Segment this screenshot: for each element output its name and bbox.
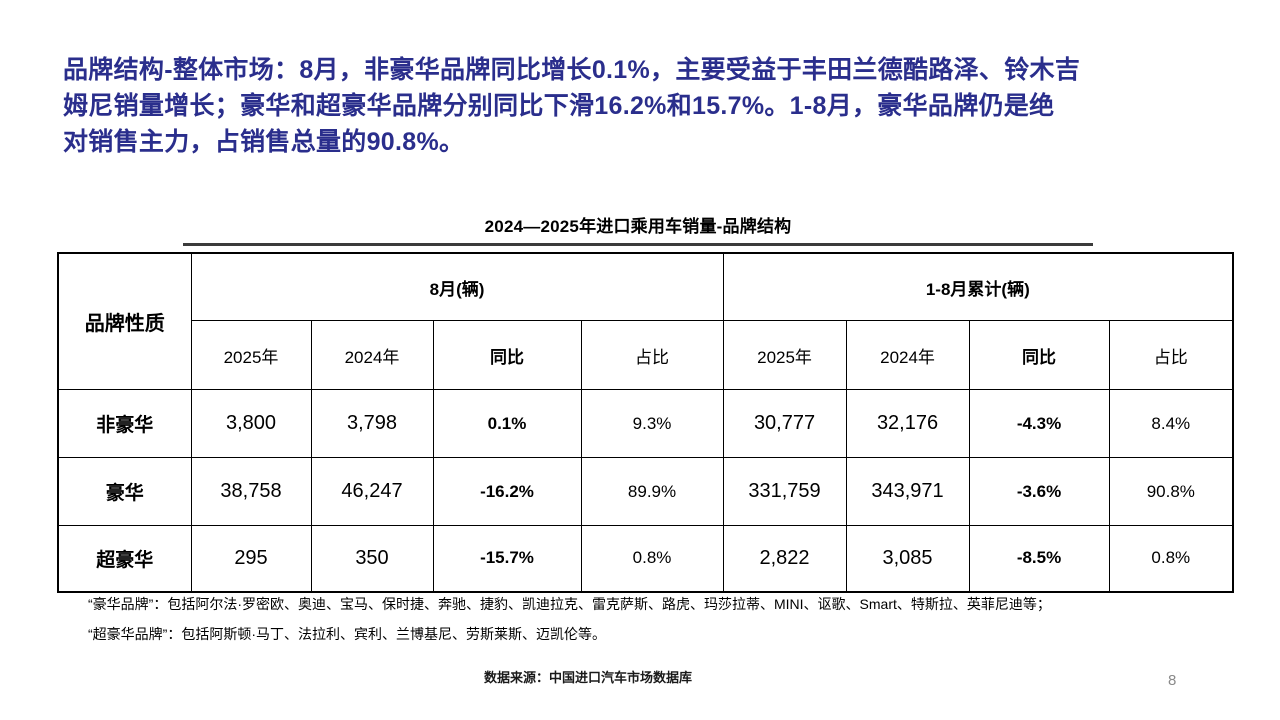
page-number: 8: [1168, 672, 1177, 689]
row-label-non-luxury: 非豪华: [57, 389, 192, 458]
cell-share: 0.8%: [1108, 525, 1234, 592]
subheader-aug-2024: 2024年: [310, 320, 434, 390]
row-label-super-luxury: 超豪华: [57, 525, 192, 592]
headline-line-1: 品牌结构-整体市场：8月，非豪华品牌同比增长0.1%，主要受益于丰田兰德酷路泽、…: [63, 56, 1081, 84]
cell-value: 3,800: [190, 389, 312, 458]
corner-header: 品牌性质: [57, 252, 192, 390]
sales-table: 品牌性质 8月(辆) 1-8月累计(辆) 2025年 2024年 同比 占比 2…: [57, 252, 1235, 593]
subheader-aug-yoy: 同比: [432, 320, 582, 390]
group-header-cumulative: 1-8月累计(辆): [722, 252, 1234, 321]
cell-yoy: 0.1%: [432, 389, 582, 458]
cell-value: 32,176: [845, 389, 970, 458]
cell-value: 2,822: [722, 525, 847, 592]
cell-value: 3,798: [310, 389, 434, 458]
table-row-luxury: 豪华 38,758 46,247 -16.2% 89.9% 331,759 34…: [57, 457, 1234, 526]
table-title-underline: 2024—2025年进口乘用车销量-品牌结构: [183, 212, 1093, 246]
cell-yoy: -16.2%: [432, 457, 582, 526]
headline-line-2: 姆尼销量增长；豪华和超豪华品牌分别同比下滑16.2%和15.7%。1-8月，豪华…: [63, 92, 1055, 120]
footnote-super-luxury-brands: “超豪华品牌”：包括阿斯顿·马丁、法拉利、宾利、兰博基尼、劳斯莱斯、迈凯伦等。: [88, 626, 606, 642]
subheader-aug-share: 占比: [580, 320, 724, 390]
cell-value: 30,777: [722, 389, 847, 458]
cell-share: 0.8%: [580, 525, 724, 592]
cell-share: 90.8%: [1108, 457, 1234, 526]
cell-value: 46,247: [310, 457, 434, 526]
table-row-non-luxury: 非豪华 3,800 3,798 0.1% 9.3% 30,777 32,176 …: [57, 389, 1234, 458]
cell-yoy: -15.7%: [432, 525, 582, 592]
cell-value: 295: [190, 525, 312, 592]
subheader-cum-2024: 2024年: [845, 320, 970, 390]
cell-yoy: -4.3%: [968, 389, 1110, 458]
subheader-aug-2025: 2025年: [190, 320, 312, 390]
cell-share: 9.3%: [580, 389, 724, 458]
subheader-cum-share: 占比: [1108, 320, 1234, 390]
subheader-cum-yoy: 同比: [968, 320, 1110, 390]
cell-yoy: -3.6%: [968, 457, 1110, 526]
row-label-luxury: 豪华: [57, 457, 192, 526]
subheader-cum-2025: 2025年: [722, 320, 847, 390]
table-title: 2024—2025年进口乘用车销量-品牌结构: [484, 217, 792, 236]
footnote-luxury-brands: “豪华品牌”：包括阿尔法·罗密欧、奥迪、宝马、保时捷、奔驰、捷豹、凯迪拉克、雷克…: [88, 596, 1051, 612]
cell-yoy: -8.5%: [968, 525, 1110, 592]
group-header-august: 8月(辆): [190, 252, 724, 321]
cell-value: 350: [310, 525, 434, 592]
cell-value: 331,759: [722, 457, 847, 526]
headline-line-3: 对销售主力，占销售总量的90.8%。: [63, 128, 465, 156]
cell-value: 38,758: [190, 457, 312, 526]
cell-value: 343,971: [845, 457, 970, 526]
cell-share: 8.4%: [1108, 389, 1234, 458]
footnotes: “豪华品牌”：包括阿尔法·罗密欧、奥迪、宝马、保时捷、奔驰、捷豹、凯迪拉克、雷克…: [88, 589, 1208, 649]
cell-value: 3,085: [845, 525, 970, 592]
data-source: 数据来源：中国进口汽车市场数据库: [484, 670, 693, 685]
table-row-super-luxury: 超豪华 295 350 -15.7% 0.8% 2,822 3,085 -8.5…: [57, 525, 1234, 592]
cell-share: 89.9%: [580, 457, 724, 526]
headline: 品牌结构-整体市场：8月，非豪华品牌同比增长0.1%，主要受益于丰田兰德酷路泽、…: [63, 52, 1233, 160]
